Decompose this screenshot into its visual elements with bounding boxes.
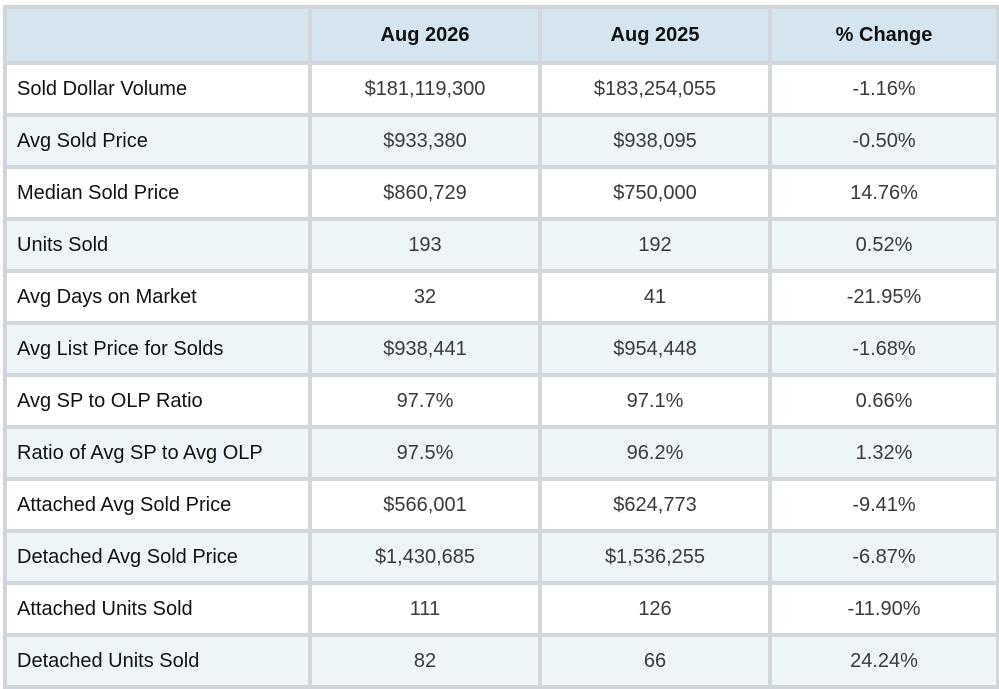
cell-aug-2025: 96.2% — [540, 427, 770, 479]
column-header-aug-2026: Aug 2026 — [310, 7, 540, 63]
table-row: Detached Avg Sold Price $1,430,685 $1,536,… — [5, 531, 998, 583]
cell-aug-2026: 111 — [310, 583, 540, 635]
cell-aug-2025: 97.1% — [540, 375, 770, 427]
cell-percent-change: 1.32% — [770, 427, 998, 479]
cell-percent-change: 14.76% — [770, 167, 998, 219]
header-corner — [5, 7, 310, 63]
cell-aug-2025: 126 — [540, 583, 770, 635]
cell-aug-2025: $624,773 — [540, 479, 770, 531]
cell-percent-change: 0.52% — [770, 219, 998, 271]
cell-aug-2026: $860,729 — [310, 167, 540, 219]
table-row: Ratio of Avg SP to Avg OLP 97.5% 96.2% 1.32… — [5, 427, 998, 479]
cell-percent-change: 24.24% — [770, 635, 998, 687]
table-row: Median Sold Price $860,729 $750,000 14.76% — [5, 167, 998, 219]
cell-aug-2026: 82 — [310, 635, 540, 687]
cell-percent-change: 0.66% — [770, 375, 998, 427]
cell-aug-2026: 97.5% — [310, 427, 540, 479]
cell-aug-2026: $566,001 — [310, 479, 540, 531]
row-label: Detached Avg Sold Price — [5, 531, 310, 583]
cell-percent-change: -1.16% — [770, 63, 998, 115]
table-row: Attached Units Sold 111 126 -11.90% — [5, 583, 998, 635]
header-row: Aug 2026 Aug 2025 % Change — [5, 7, 998, 63]
row-label: Attached Units Sold — [5, 583, 310, 635]
cell-aug-2025: $954,448 — [540, 323, 770, 375]
cell-aug-2026: $181,119,300 — [310, 63, 540, 115]
cell-percent-change: -0.50% — [770, 115, 998, 167]
cell-percent-change: -9.41% — [770, 479, 998, 531]
row-label: Avg Sold Price — [5, 115, 310, 167]
cell-aug-2026: 97.7% — [310, 375, 540, 427]
table-header: Aug 2026 Aug 2025 % Change — [5, 7, 998, 63]
cell-aug-2025: $938,095 — [540, 115, 770, 167]
row-label: Ratio of Avg SP to Avg OLP — [5, 427, 310, 479]
row-label: Units Sold — [5, 219, 310, 271]
cell-percent-change: -21.95% — [770, 271, 998, 323]
row-label: Avg List Price for Solds — [5, 323, 310, 375]
row-label: Attached Avg Sold Price — [5, 479, 310, 531]
table-row: Attached Avg Sold Price $566,001 $624,773-… — [5, 479, 998, 531]
cell-aug-2025: 41 — [540, 271, 770, 323]
cell-aug-2026: $938,441 — [310, 323, 540, 375]
table-body: Sold Dollar Volume $181,119,300 $183,254,0… — [5, 63, 998, 687]
row-label: Median Sold Price — [5, 167, 310, 219]
comparison-table-container: Aug 2026 Aug 2025 % Change Sold Dollar V… — [3, 5, 999, 689]
table-row: Avg Days on Market 32 41 -21.95% — [5, 271, 998, 323]
column-header-percent-change: % Change — [770, 7, 998, 63]
table-row: Sold Dollar Volume $181,119,300 $183,254,0… — [5, 63, 998, 115]
cell-aug-2025: $1,536,255 — [540, 531, 770, 583]
row-label: Sold Dollar Volume — [5, 63, 310, 115]
cell-aug-2026: $933,380 — [310, 115, 540, 167]
cell-percent-change: -1.68% — [770, 323, 998, 375]
table-row: Avg Sold Price $933,380 $938,095 -0.50% — [5, 115, 998, 167]
cell-aug-2025: 192 — [540, 219, 770, 271]
cell-aug-2026: 32 — [310, 271, 540, 323]
table-row: Detached Units Sold 82 66 24.24% — [5, 635, 998, 687]
cell-aug-2025: $183,254,055 — [540, 63, 770, 115]
table-row: Avg List Price for Solds $938,441 $954,448… — [5, 323, 998, 375]
row-label: Avg Days on Market — [5, 271, 310, 323]
table-row: Units Sold 193 192 0.52% — [5, 219, 998, 271]
cell-aug-2026: 193 — [310, 219, 540, 271]
cell-percent-change: -6.87% — [770, 531, 998, 583]
comparison-table: Aug 2026 Aug 2025 % Change Sold Dollar V… — [3, 5, 999, 689]
cell-aug-2025: 66 — [540, 635, 770, 687]
row-label: Avg SP to OLP Ratio — [5, 375, 310, 427]
table-row: Avg SP to OLP Ratio 97.7% 97.1% 0.66% — [5, 375, 998, 427]
cell-aug-2026: $1,430,685 — [310, 531, 540, 583]
row-label: Detached Units Sold — [5, 635, 310, 687]
cell-aug-2025: $750,000 — [540, 167, 770, 219]
column-header-aug-2025: Aug 2025 — [540, 7, 770, 63]
cell-percent-change: -11.90% — [770, 583, 998, 635]
